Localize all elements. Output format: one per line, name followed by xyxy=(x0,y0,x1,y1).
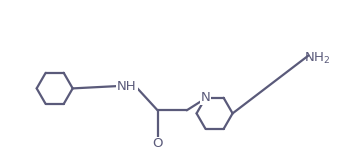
Text: N: N xyxy=(201,91,210,104)
Text: NH$_2$: NH$_2$ xyxy=(304,51,330,66)
Text: O: O xyxy=(152,137,163,150)
Text: NH: NH xyxy=(117,79,137,93)
